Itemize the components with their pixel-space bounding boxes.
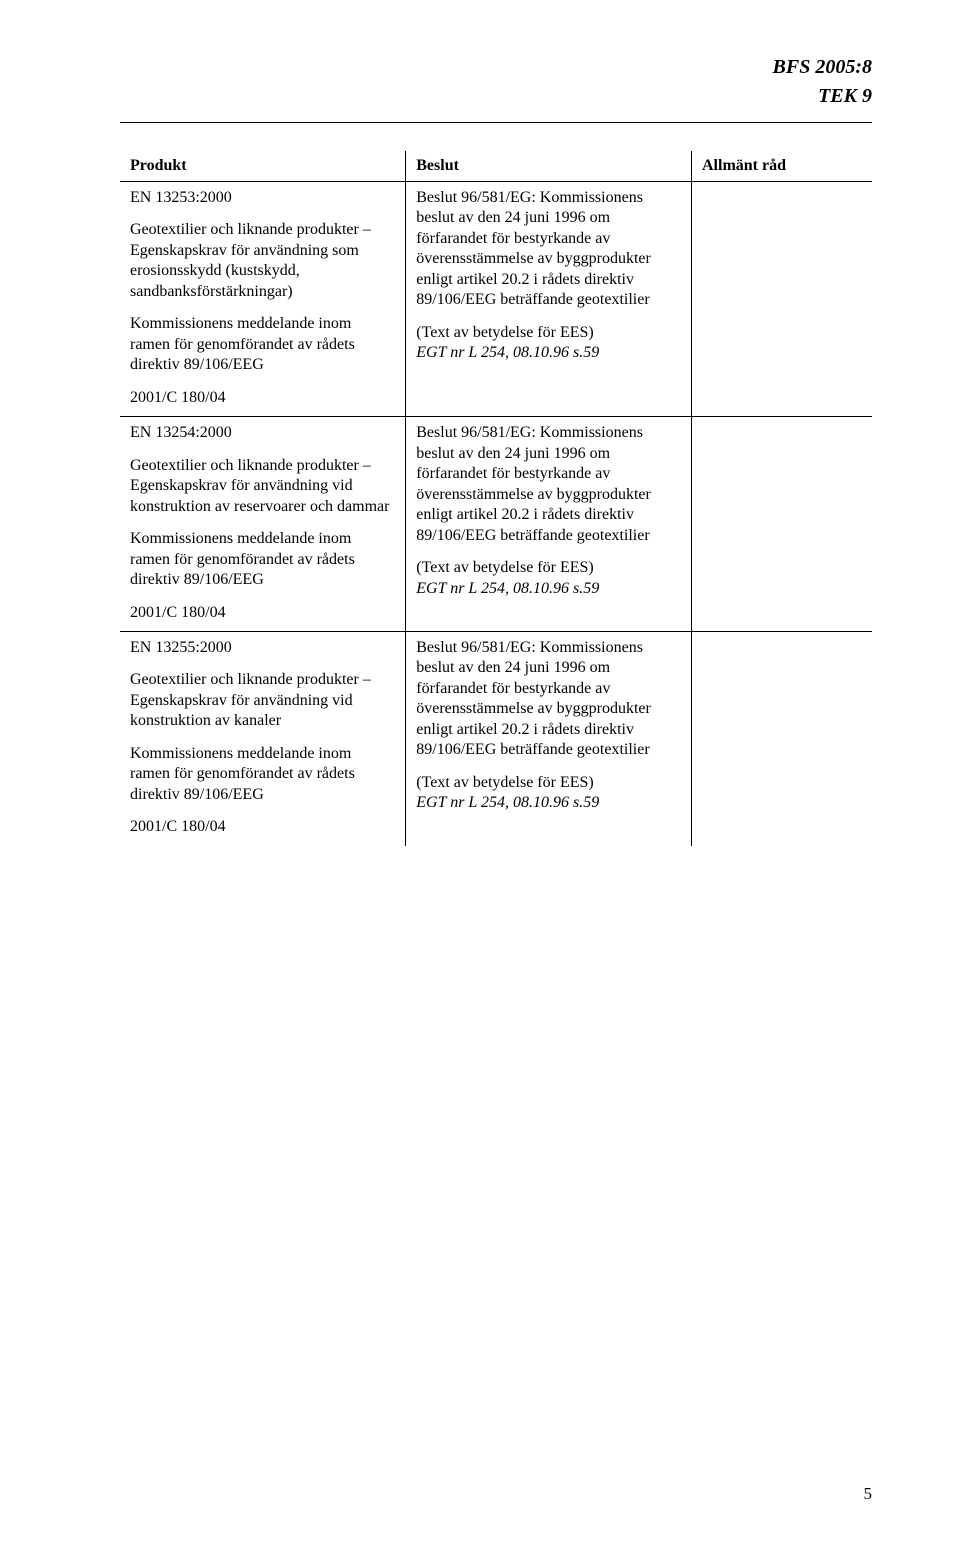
standard-code: EN 13253:2000 [130,188,395,208]
commission-note: Kommissionens meddelande inom ramen för … [130,744,395,805]
standard-desc: Geotextilier och liknande produkter – Eg… [130,670,395,731]
reference-code: 2001/C 180/04 [130,817,395,837]
standard-desc: Geotextilier och liknande produkter – Eg… [130,220,395,302]
citation-plain: (Text av betydelse för EES) [416,774,593,791]
cell-produkt: EN 13253:2000 Geotextilier och liknande … [120,182,406,417]
page-header: BFS 2005:8 TEK 9 [120,56,872,108]
table-row: EN 13254:2000 Geotextilier och liknande … [120,417,872,632]
citation-italic: EGT nr L 254, 08.10.96 s.59 [416,344,599,361]
header-rule [120,122,872,123]
cell-beslut: Beslut 96/581/EG: Kommissionens beslut a… [406,631,692,845]
page-number: 5 [864,1484,873,1504]
cell-produkt: EN 13254:2000 Geotextilier och liknande … [120,417,406,632]
cell-allmant-rad [692,417,873,632]
decision-text: Beslut 96/581/EG: Kommissionens beslut a… [416,188,681,311]
decision-text: Beslut 96/581/EG: Kommissionens beslut a… [416,423,681,546]
commission-note: Kommissionens meddelande inom ramen för … [130,314,395,375]
cell-allmant-rad [692,631,873,845]
citation-italic: EGT nr L 254, 08.10.96 s.59 [416,794,599,811]
citation-italic: EGT nr L 254, 08.10.96 s.59 [416,580,599,597]
table-header-row: Produkt Beslut Allmänt råd [120,151,872,182]
table-row: EN 13253:2000 Geotextilier och liknande … [120,182,872,417]
commission-note: Kommissionens meddelande inom ramen för … [130,529,395,590]
col-header-produkt: Produkt [120,151,406,182]
reference-code: 2001/C 180/04 [130,388,395,408]
citation-plain: (Text av betydelse för EES) [416,559,593,576]
decision-text: Beslut 96/581/EG: Kommissionens beslut a… [416,638,681,761]
standards-table: Produkt Beslut Allmänt råd EN 13253:2000… [120,151,872,846]
cell-produkt: EN 13255:2000 Geotextilier och liknande … [120,631,406,845]
decision-citation: (Text av betydelse för EES) EGT nr L 254… [416,323,681,364]
document-page: BFS 2005:8 TEK 9 Produkt Beslut Allmänt … [0,0,960,896]
header-subtitle: TEK 9 [120,85,872,108]
decision-citation: (Text av betydelse för EES) EGT nr L 254… [416,773,681,814]
cell-allmant-rad [692,182,873,417]
standard-code: EN 13254:2000 [130,423,395,443]
decision-citation: (Text av betydelse för EES) EGT nr L 254… [416,558,681,599]
standard-code: EN 13255:2000 [130,638,395,658]
cell-beslut: Beslut 96/581/EG: Kommissionens beslut a… [406,417,692,632]
col-header-beslut: Beslut [406,151,692,182]
reference-code: 2001/C 180/04 [130,603,395,623]
cell-beslut: Beslut 96/581/EG: Kommissionens beslut a… [406,182,692,417]
citation-plain: (Text av betydelse för EES) [416,324,593,341]
col-header-allmant-rad: Allmänt råd [692,151,873,182]
standard-desc: Geotextilier och liknande produkter – Eg… [130,456,395,517]
table-row: EN 13255:2000 Geotextilier och liknande … [120,631,872,845]
header-title: BFS 2005:8 [120,56,872,79]
